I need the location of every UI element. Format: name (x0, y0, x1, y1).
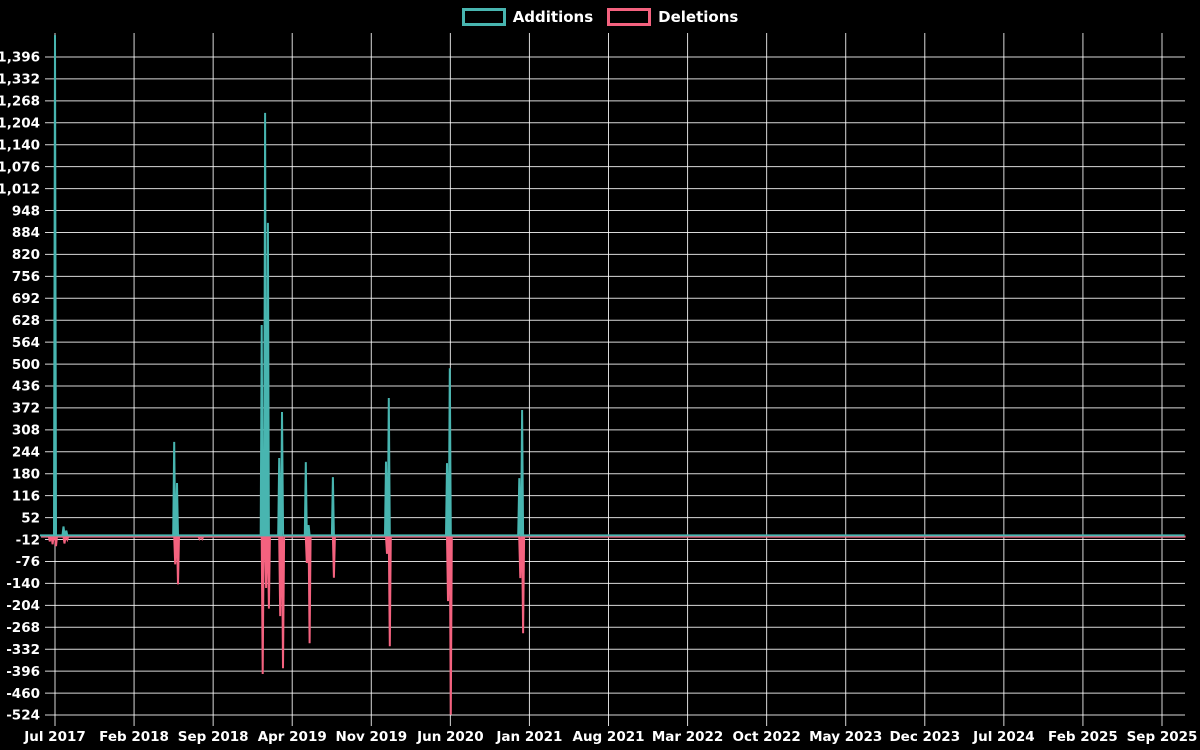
y-tick-label: 1,076 (0, 159, 40, 175)
x-tick-label: Sep 2025 (1127, 729, 1198, 745)
x-tick-label: Nov 2019 (335, 729, 407, 745)
additions-swatch-icon (461, 8, 506, 26)
deletions-line (41, 535, 1186, 715)
x-tick-label: Feb 2018 (99, 729, 169, 745)
y-tick-label: -524 (6, 708, 40, 724)
y-tick-label: 180 (12, 466, 40, 482)
y-tick-label: -332 (6, 642, 40, 658)
legend-label-additions: Additions (512, 7, 594, 26)
x-tick-label: Apr 2019 (258, 729, 327, 745)
y-tick-label: 1,140 (0, 137, 40, 153)
y-tick-label: -460 (6, 686, 40, 702)
y-tick-label: -12 (16, 532, 40, 548)
y-tick-label: 1,268 (0, 94, 40, 110)
x-tick-label: Jul 2024 (972, 729, 1035, 745)
x-tick-label: May 2023 (809, 729, 882, 745)
x-tick-label: Oct 2022 (733, 729, 801, 745)
x-tick-label: Jun 2020 (416, 729, 484, 745)
x-tick-label: Jul 2017 (23, 729, 86, 745)
y-tick-label: -204 (6, 598, 40, 614)
y-tick-label: 372 (12, 401, 40, 417)
y-tick-label: 884 (12, 225, 40, 241)
y-tick-label: 692 (12, 291, 40, 307)
y-tick-label: -76 (16, 554, 40, 570)
y-tick-label: 308 (12, 423, 40, 439)
y-tick-label: -268 (6, 620, 40, 636)
y-tick-label: -396 (6, 664, 40, 680)
legend-item-deletions[interactable]: Deletions (607, 8, 738, 26)
y-tick-label: 52 (21, 510, 40, 526)
y-tick-label: 820 (12, 247, 40, 263)
x-tick-label: Jan 2021 (495, 729, 562, 745)
y-tick-label: 436 (12, 379, 40, 395)
y-tick-label: 948 (12, 203, 40, 219)
y-tick-label: 564 (12, 335, 40, 351)
y-tick-label: 628 (12, 313, 40, 329)
x-tick-label: Aug 2021 (573, 729, 645, 745)
x-tick-label: Sep 2018 (178, 729, 249, 745)
y-tick-label: 1,332 (0, 72, 40, 88)
x-tick-label: Dec 2023 (889, 729, 960, 745)
y-tick-label: 1,204 (0, 116, 40, 132)
additions-line (40, 35, 1185, 537)
deletions-swatch-icon (607, 8, 652, 26)
y-tick-label: 244 (12, 445, 40, 461)
y-tick-label: 116 (12, 488, 40, 504)
chart-legend: Additions Deletions (0, 8, 1200, 26)
x-tick-label: Feb 2025 (1048, 729, 1118, 745)
y-tick-label: -140 (6, 576, 40, 592)
y-tick-label: 1,396 (0, 50, 40, 66)
y-tick-label: 1,012 (0, 181, 40, 197)
y-tick-label: 500 (12, 357, 40, 373)
legend-item-additions[interactable]: Additions (461, 7, 594, 26)
legend-label-deletions: Deletions (658, 7, 739, 26)
x-tick-label: Mar 2022 (652, 729, 723, 745)
y-tick-label: 756 (12, 269, 40, 285)
